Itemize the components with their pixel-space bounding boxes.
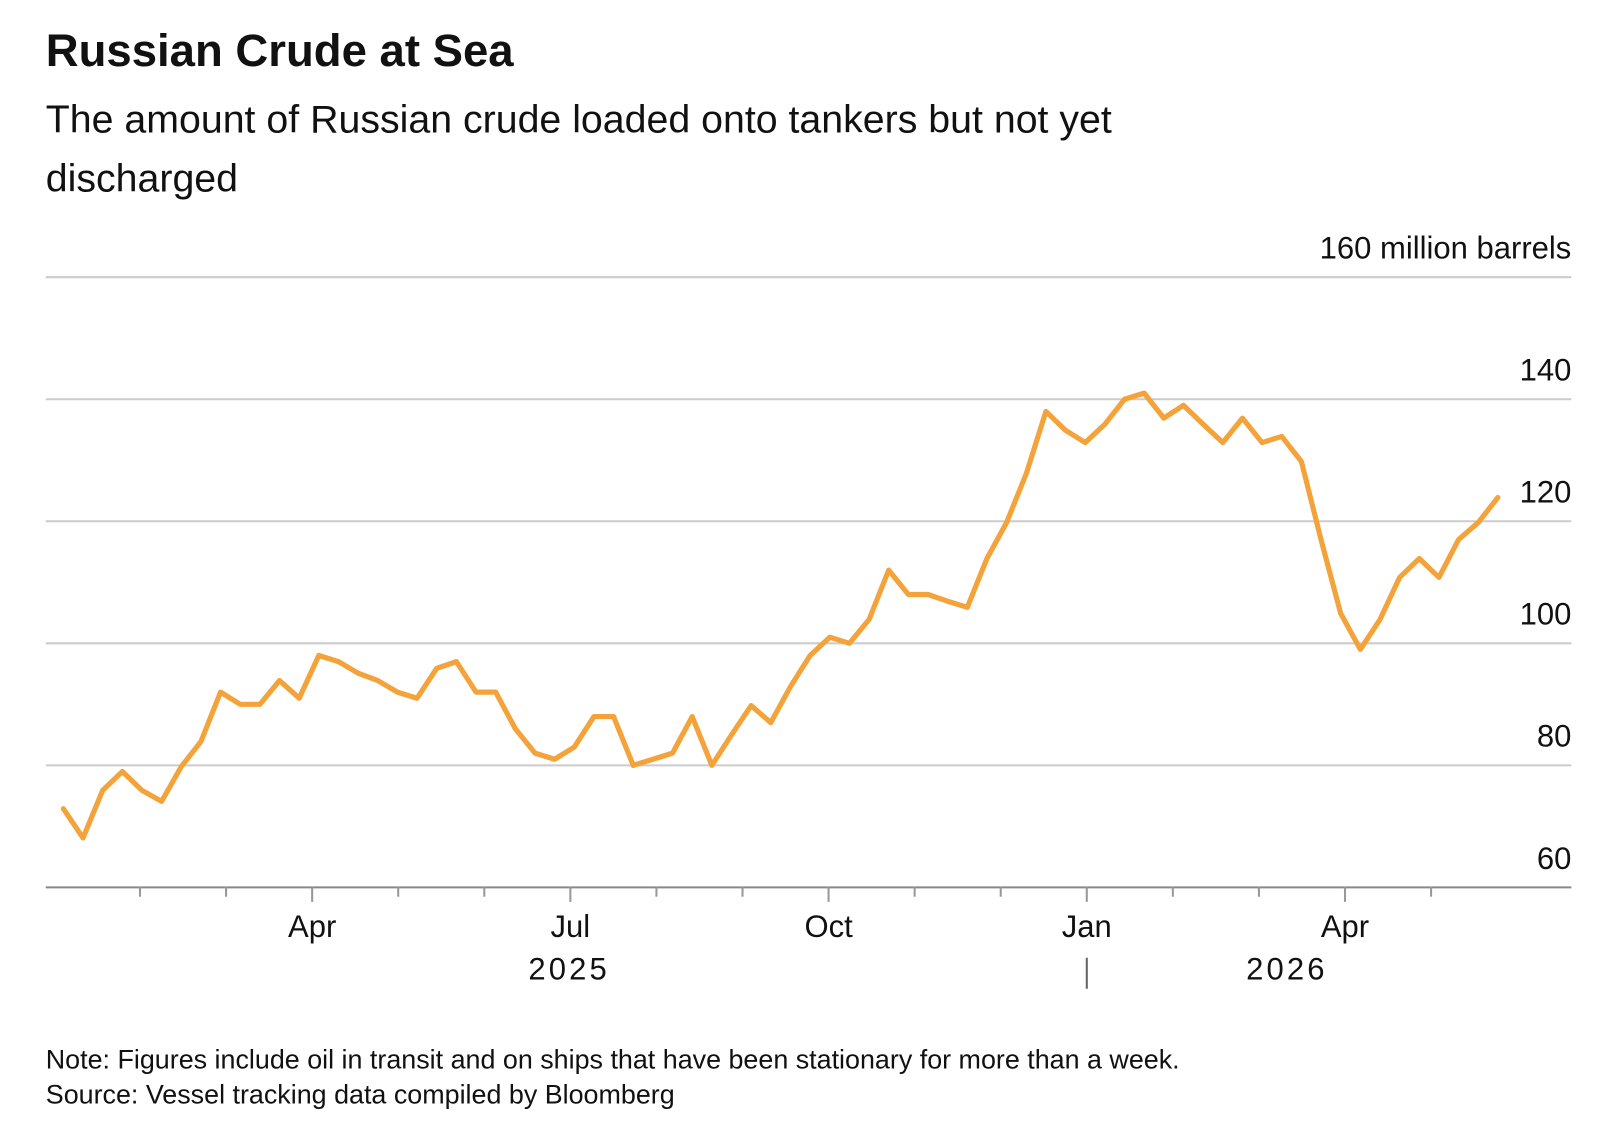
year-label: 2026 — [1246, 951, 1327, 986]
chart-subtitle: discharged — [46, 156, 238, 200]
chart-title: Russian Crude at Sea — [46, 25, 514, 76]
y-tick-label: 160 million barrels — [1320, 231, 1572, 266]
y-tick-label: 120 — [1520, 475, 1572, 510]
y-tick-label: 80 — [1537, 719, 1572, 754]
year-label: 2025 — [528, 951, 609, 986]
chart-subtitle: The amount of Russian crude loaded onto … — [46, 97, 1112, 141]
x-tick-label: Oct — [804, 909, 853, 944]
x-tick-label: Jul — [551, 909, 591, 944]
x-tick-label: Jan — [1062, 909, 1112, 944]
source: Source: Vessel tracking data compiled by… — [46, 1080, 675, 1110]
y-tick-label: 140 — [1520, 353, 1572, 388]
data-line — [60, 390, 1501, 841]
note: Note: Figures include oil in transit and… — [46, 1044, 1180, 1074]
y-tick-label: 60 — [1537, 841, 1572, 876]
y-tick-label: 100 — [1520, 597, 1572, 632]
x-tick-label: Apr — [1321, 909, 1369, 944]
x-tick-label: Apr — [288, 909, 336, 944]
